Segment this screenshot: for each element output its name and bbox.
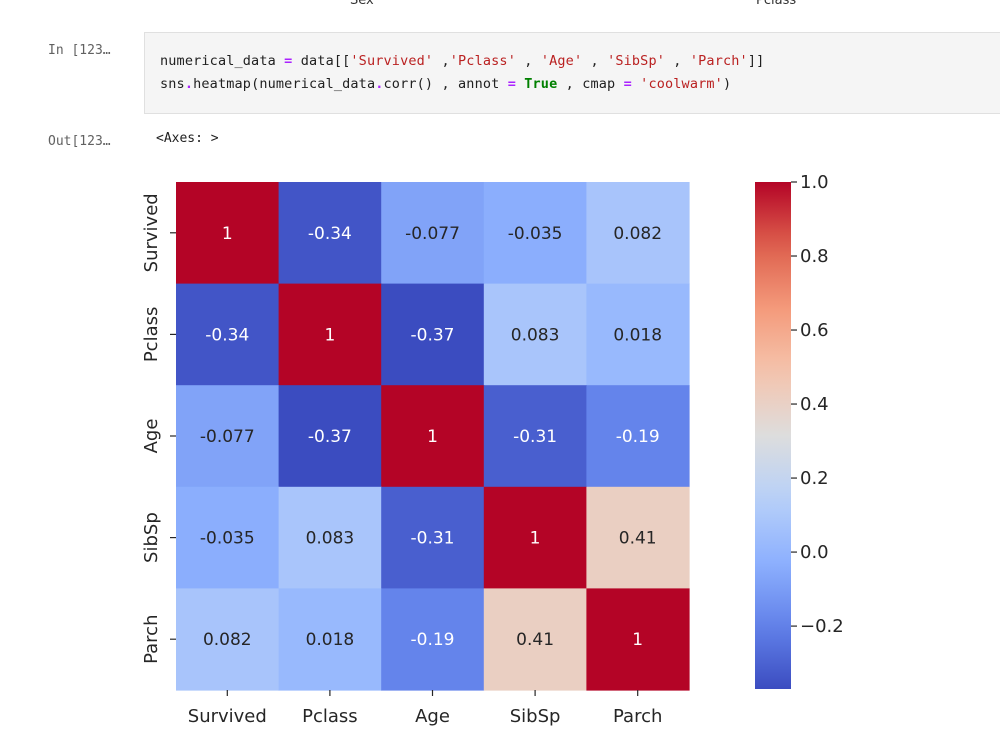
x-tick-label-4: Parch [613,706,662,727]
heatmap-annotation-1-4: 0.018 [613,325,662,345]
heatmap-annotation-4-2: -0.19 [411,630,455,650]
heatmap-annotation-3-4: 0.41 [619,529,657,549]
heatmap-cell-1-0 [176,283,280,386]
output-repr: <Axes: > [156,131,219,146]
colorbar-tick-label-1: 0.8 [800,246,829,267]
heatmap-cell-1-2 [381,283,485,386]
heatmap-annotation-0-2: -0.077 [405,224,460,244]
heatmap-cell-3-2 [381,486,485,589]
heatmap-annotation-2-4: -0.19 [616,427,660,447]
heatmap-annotation-4-1: 0.018 [306,630,355,650]
heatmap-annotation-3-1: 0.083 [306,529,355,549]
heatmap-cell-0-3 [483,182,587,285]
y-tick-label-2: Age [141,419,162,454]
heatmap-cell-2-3 [483,385,587,488]
x-tick-label-0: Survived [188,706,267,727]
heatmap-annotation-2-2: 1 [427,427,438,447]
heatmap-annotation-4-3: 0.41 [516,630,554,650]
heatmap-annotation-0-3: -0.035 [508,224,563,244]
heatmap-annotation-2-0: -0.077 [200,427,255,447]
y-tick-label-4: Parch [141,615,162,664]
heatmap-annotation-3-0: -0.035 [200,529,255,549]
x-tick-label-1: Pclass [302,706,358,727]
heatmap-cell-0-4 [586,182,690,285]
y-tick-label-3: SibSp [141,512,162,563]
heatmap-annotation-1-0: -0.34 [205,325,249,345]
previous-axis-label-pclass: Pclass [756,0,797,8]
heatmap-cell-3-3 [483,486,587,589]
heatmap-annotation-2-3: -0.31 [513,427,557,447]
previous-output-axis-labels: Sex Pclass [0,0,1000,8]
heatmap-annotation-3-2: -0.31 [411,529,455,549]
heatmap-cell-2-4 [586,385,690,488]
heatmap-annotation-3-3: 1 [530,529,541,549]
heatmap-cell-4-4 [586,588,690,691]
heatmap-annotation-0-0: 1 [222,224,233,244]
heatmap-cell-2-1 [278,385,382,488]
x-tick-label-3: SibSp [510,706,561,727]
input-prompt: In [123… [48,43,111,58]
heatmap-cell-4-3 [483,588,587,691]
heatmap-cell-3-0 [176,486,280,589]
heatmap-cell-0-1 [278,182,382,285]
heatmap-cell-1-3 [483,283,587,386]
heatmap-annotation-1-3: 0.083 [511,325,560,345]
heatmap-cell-4-0 [176,588,280,691]
heatmap-cell-3-4 [586,486,690,589]
colorbar-tick-label-3: 0.4 [800,394,829,415]
code-line-2: sns.heatmap(numerical_data.corr() , anno… [160,76,732,92]
colorbar [755,182,791,689]
heatmap-cell-4-1 [278,588,382,691]
heatmap-annotation-2-1: -0.37 [308,427,352,447]
colorbar-tick-label-5: 0.0 [800,542,829,563]
heatmap-cell-3-1 [278,486,382,589]
heatmap-annotation-0-4: 0.082 [613,224,662,244]
output-prompt: Out[123… [48,134,111,149]
y-tick-label-0: Survived [141,193,162,272]
colorbar-tick-label-4: 0.2 [800,468,829,489]
colorbar-tick-label-0: 1.0 [800,172,829,193]
heatmap-annotation-4-4: 1 [632,630,643,650]
heatmap-cell-4-2 [381,588,485,691]
heatmap-cell-0-2 [381,182,485,285]
previous-axis-label-sex: Sex [350,0,374,8]
heatmap-cell-1-1 [278,283,382,386]
colorbar-tick-label-6: −0.2 [800,616,844,637]
heatmap-annotation-4-0: 0.082 [203,630,252,650]
code-cell-input[interactable]: numerical_data = data[['Survived' ,'Pcla… [144,32,1000,114]
heatmap-annotation-1-2: -0.37 [411,325,455,345]
colorbar-tick-label-2: 0.6 [800,320,829,341]
heatmap-cell-0-0 [176,182,280,285]
heatmap-cell-1-4 [586,283,690,386]
code-line-1: numerical_data = data[['Survived' ,'Pcla… [160,53,765,69]
y-tick-label-1: Pclass [141,307,162,363]
heatmap-cell-2-2 [381,385,485,488]
heatmap-annotation-0-1: -0.34 [308,224,352,244]
heatmap-cell-2-0 [176,385,280,488]
heatmap-annotation-1-1: 1 [324,325,335,345]
x-tick-label-2: Age [415,706,450,727]
